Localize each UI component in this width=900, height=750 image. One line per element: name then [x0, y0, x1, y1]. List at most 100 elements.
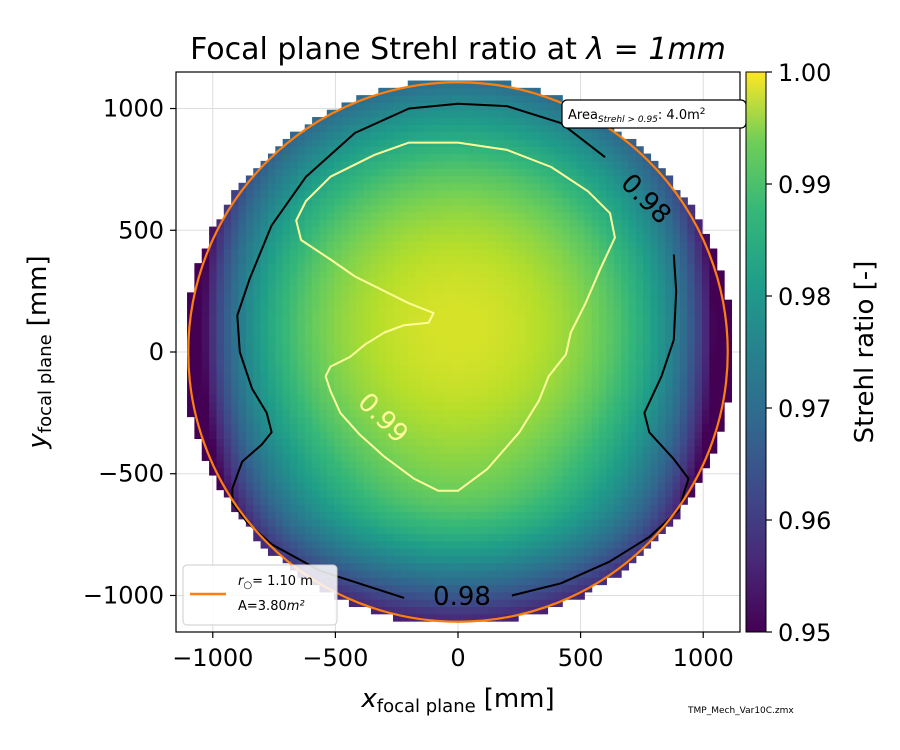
heatmap-cell — [267, 255, 276, 264]
heatmap-cell — [650, 314, 659, 323]
heatmap-cell — [304, 212, 313, 220]
heatmap-cell — [459, 285, 468, 293]
heatmap-cell — [562, 365, 571, 374]
heatmap-cell — [613, 540, 622, 549]
heatmap-cell — [356, 577, 365, 586]
heatmap-cell — [451, 292, 460, 301]
heatmap-cell — [444, 548, 453, 556]
heatmap-cell — [451, 321, 460, 330]
heatmap-cell — [562, 314, 571, 323]
heatmap-cell — [363, 416, 372, 425]
heatmap-cell — [209, 409, 218, 418]
heatmap-cell — [473, 591, 482, 600]
heatmap-cell — [253, 314, 262, 323]
heatmap-cell — [591, 569, 600, 578]
heatmap-cell — [267, 299, 276, 308]
heatmap-cell — [238, 423, 247, 432]
heatmap-cell — [312, 182, 321, 191]
heatmap-cell — [393, 87, 401, 96]
heatmap-cell — [488, 95, 497, 104]
heatmap-cell — [253, 321, 262, 330]
x-axis-label: xfocal plane [mm] — [360, 684, 554, 717]
heatmap-cell — [657, 350, 666, 359]
heatmap-cell — [665, 241, 674, 250]
heatmap-cell — [326, 212, 335, 220]
heatmap-cell — [459, 380, 468, 388]
heatmap-cell — [694, 248, 703, 257]
heatmap-cell — [334, 343, 343, 352]
heatmap-cell — [473, 263, 482, 272]
heatmap-cell — [569, 336, 578, 345]
heatmap-cell — [562, 248, 571, 257]
heatmap-cell — [554, 233, 563, 242]
heatmap-cell — [253, 190, 262, 198]
heatmap-cell — [422, 241, 431, 250]
heatmap-cell — [341, 336, 350, 345]
heatmap-cell — [687, 423, 696, 432]
heatmap-cell — [650, 219, 659, 228]
heatmap-cell — [547, 350, 556, 359]
heatmap-cell — [451, 555, 460, 564]
heatmap-cell — [422, 460, 431, 469]
heatmap-cell — [297, 445, 306, 454]
heatmap-cell — [709, 372, 718, 381]
heatmap-cell — [437, 102, 446, 111]
heatmap-cell — [275, 263, 284, 272]
heatmap-cell — [562, 263, 571, 272]
heatmap-cell — [628, 204, 637, 213]
heatmap-cell — [304, 153, 313, 162]
heatmap-cell — [473, 168, 482, 177]
heatmap-cell — [496, 577, 504, 586]
heatmap-cell — [576, 387, 585, 396]
heatmap-cell — [466, 233, 475, 242]
heatmap-cell — [407, 146, 416, 155]
heatmap-cell — [385, 504, 394, 513]
heatmap-cell — [451, 277, 460, 286]
heatmap-cell — [209, 445, 218, 454]
heatmap-cell — [370, 336, 379, 345]
heatmap-cell — [341, 160, 350, 169]
heatmap-cell — [348, 569, 357, 578]
heatmap-cell — [503, 109, 512, 118]
heatmap-cell — [503, 482, 512, 491]
heatmap-cell — [525, 569, 534, 578]
heatmap-cell — [606, 555, 615, 564]
heatmap-cell — [606, 248, 615, 257]
heatmap-cell — [385, 350, 394, 359]
heatmap-cell — [341, 270, 350, 279]
heatmap-cell — [488, 394, 497, 403]
heatmap-cell — [621, 255, 630, 264]
heatmap-cell — [532, 285, 541, 293]
heatmap-cell — [260, 168, 269, 177]
heatmap-cell — [275, 423, 284, 432]
heatmap-cell — [518, 365, 527, 374]
heatmap-cell — [275, 504, 284, 513]
heatmap-cell — [231, 248, 240, 257]
heatmap-cell — [488, 124, 497, 133]
heatmap-cell — [304, 285, 313, 293]
heatmap-cell — [665, 474, 674, 483]
contour-label-098-bottom: 0.98 — [433, 582, 491, 612]
heatmap-cell — [510, 124, 519, 133]
heatmap-cell — [260, 416, 269, 425]
heatmap-cell — [532, 270, 541, 279]
heatmap-cell — [334, 182, 343, 191]
heatmap-cell — [334, 306, 343, 315]
heatmap-cell — [481, 504, 490, 513]
heatmap-cell — [415, 555, 424, 564]
heatmap-cell — [334, 314, 343, 323]
heatmap-cell — [554, 175, 563, 184]
heatmap-cell — [628, 350, 637, 359]
heatmap-cell — [665, 175, 674, 184]
heatmap-cell — [378, 350, 387, 359]
heatmap-cell — [547, 372, 556, 381]
heatmap-cell — [290, 431, 298, 440]
heatmap-cell — [370, 292, 379, 301]
heatmap-cell — [429, 255, 438, 264]
heatmap-cell — [319, 350, 328, 359]
heatmap-cell — [576, 321, 585, 330]
heatmap-cell — [363, 292, 372, 301]
heatmap-cell — [510, 445, 519, 454]
heatmap-cell — [628, 336, 637, 345]
heatmap-cell — [238, 263, 247, 272]
